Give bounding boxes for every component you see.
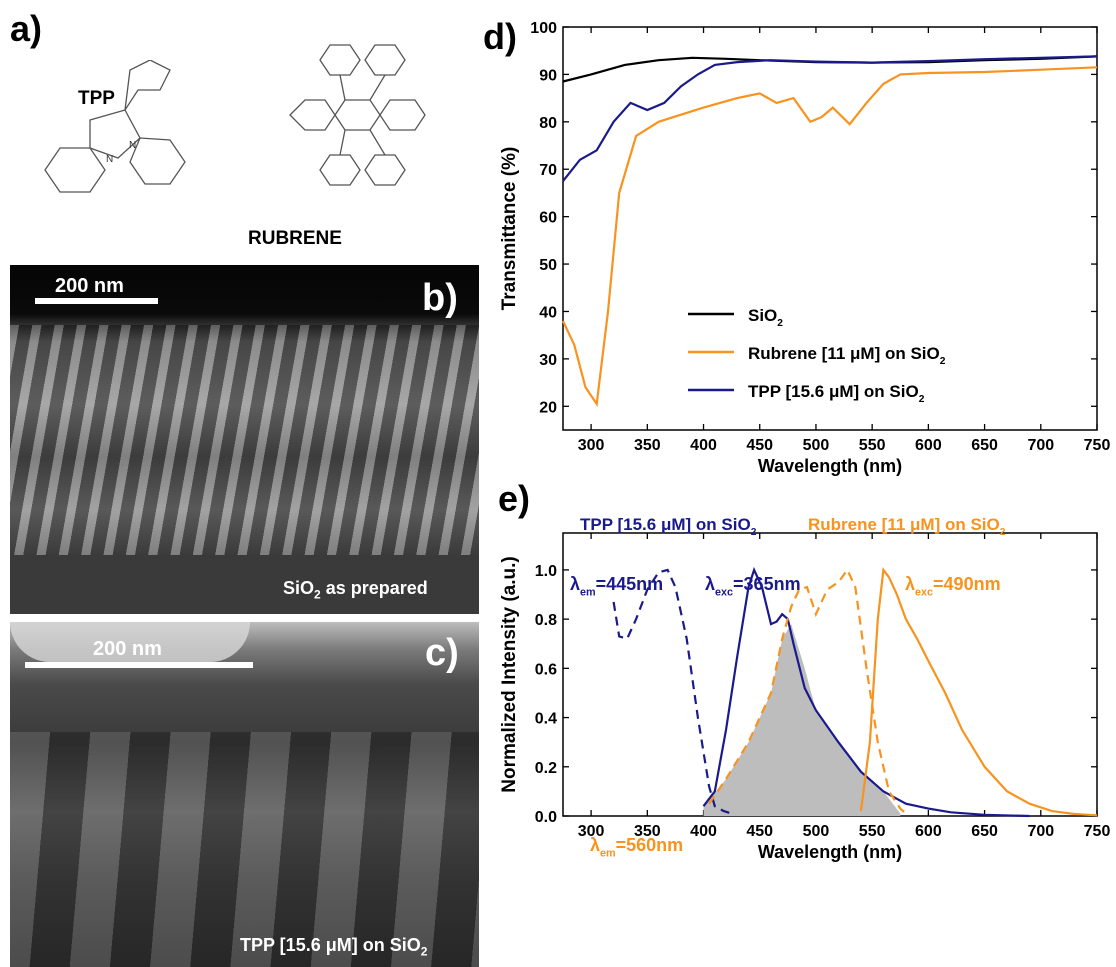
sem-image-c	[10, 622, 479, 967]
x-tick-label: 400	[690, 437, 717, 454]
y-tick-label: 0.8	[535, 612, 557, 629]
x-tick-label: 750	[1084, 823, 1111, 840]
sem-caption-c: TPP [15.6 μM] on SiO2	[240, 935, 428, 959]
rubrene-transmittance-line	[562, 66, 1098, 407]
scale-label-c: 200 nm	[93, 638, 162, 660]
x-tick-label: 500	[803, 823, 830, 840]
y-tick-label: 50	[539, 257, 557, 274]
rubrene-structure	[289, 44, 426, 186]
rubrene-emission-line	[859, 567, 1098, 817]
y-tick-label: 20	[539, 399, 557, 416]
x-tick-label: 600	[915, 437, 942, 454]
x-tick-label: 350	[634, 437, 661, 454]
rubrene-excitation-line	[708, 567, 907, 815]
transmittance-chart: 300 350 400 450 500 550 600 650 700 750 20 30 40 50 60…	[499, 20, 1111, 476]
tpp-emission-line	[702, 566, 1030, 818]
svg-text:N: N	[129, 140, 136, 151]
x-axis-label: Wavelength (nm)	[758, 456, 902, 476]
sio2-line	[562, 55, 1098, 83]
overlap-fill	[703, 624, 901, 816]
plot-frame	[562, 26, 1098, 431]
lambda-annotation: λexc=490nm	[905, 574, 1001, 598]
y-axis-label: Transmittance (%)	[499, 147, 520, 311]
sem-image-b	[10, 265, 479, 614]
rubrene-label: RUBRENE	[248, 228, 342, 249]
x-tick-label: 300	[578, 823, 605, 840]
legend-label: Rubrene [11 μM] on SiO2	[748, 344, 946, 367]
tpp-excitation-line	[612, 568, 732, 815]
y-tick-label: 90	[539, 67, 557, 84]
photoluminescence-chart: 300 350 400 450 500 550 600 650 700 750 0.0 0.2 0.4 0…	[499, 515, 1111, 862]
y-tick-label: 100	[530, 20, 557, 37]
x-tick-label: 550	[859, 823, 886, 840]
tpp-structure: N N	[44, 60, 186, 193]
y-tick-label: 0.6	[535, 661, 557, 678]
tpp-label: TPP	[78, 88, 115, 109]
scale-label-b: 200 nm	[55, 275, 124, 297]
y-tick-label: 70	[539, 162, 557, 179]
x-tick-label: 350	[634, 823, 661, 840]
y-tick-label: 30	[539, 352, 557, 369]
x-tick-label: 650	[971, 437, 998, 454]
x-tick-label: 450	[746, 437, 773, 454]
legend-label: TPP [15.6 μM] on SiO2	[748, 382, 925, 405]
y-axis-label: Normalized Intensity (a.u.)	[499, 556, 520, 792]
panel-label-a: a)	[10, 8, 43, 49]
y-tick-label: 1.0	[535, 563, 557, 580]
y-tick-label: 80	[539, 115, 557, 132]
y-tick-label: 40	[539, 304, 557, 321]
lambda-annotation: λem=560nm	[590, 835, 683, 859]
y-tick-label: 60	[539, 210, 557, 227]
x-tick-label: 750	[1084, 437, 1111, 454]
panel-label-d: d)	[483, 16, 517, 57]
lambda-annotation: λexc=365nm	[705, 574, 801, 598]
x-axis-label: Wavelength (nm)	[758, 842, 902, 862]
legend-label: SiO2	[748, 306, 783, 329]
x-tick-label: 400	[690, 823, 717, 840]
legend-rubrene: Rubrene [11 μM] on SiO2	[808, 515, 1006, 538]
sem-caption-b: SiO2 as prepared	[283, 578, 428, 602]
x-tick-label: 300	[578, 437, 605, 454]
x-tick-label: 450	[746, 823, 773, 840]
panel-label-b: b)	[422, 277, 458, 319]
x-tick-label: 700	[1027, 437, 1054, 454]
lambda-annotation: λem=445nm	[570, 574, 663, 598]
x-tick-label: 700	[1027, 823, 1054, 840]
tpp-transmittance-line	[562, 55, 1098, 182]
y-tick-label: 0.4	[535, 711, 557, 728]
svg-text:N: N	[106, 154, 113, 165]
y-tick-label: 0.2	[535, 760, 557, 777]
x-tick-label: 550	[859, 437, 886, 454]
x-tick-label: 500	[803, 437, 830, 454]
panel-label-c: c)	[425, 632, 459, 674]
x-tick-label: 650	[971, 823, 998, 840]
y-tick-label: 0.0	[535, 809, 557, 826]
x-tick-label: 600	[915, 823, 942, 840]
panel-label-e: e)	[498, 478, 531, 519]
legend-tpp: TPP [15.6 μM] on SiO2	[580, 515, 757, 538]
scale-bar-b	[35, 298, 158, 304]
scale-bar-c	[25, 662, 253, 668]
